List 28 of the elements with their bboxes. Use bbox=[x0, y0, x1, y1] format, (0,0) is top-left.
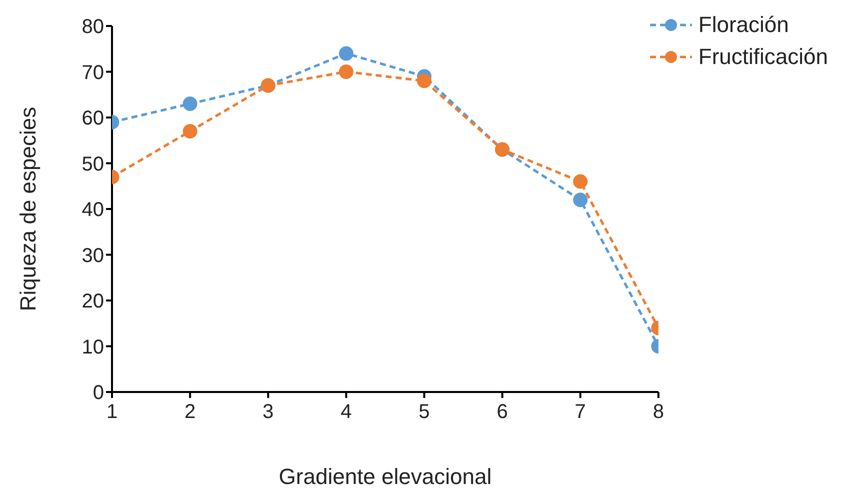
y-tick-label: 0 bbox=[92, 382, 104, 404]
y-axis-title: Riqueza de especies bbox=[16, 106, 40, 312]
x-axis-title: Gradiente elevacional bbox=[278, 464, 492, 489]
x-tick-label: 7 bbox=[574, 401, 586, 424]
point bbox=[573, 174, 588, 189]
y-tick-label: 40 bbox=[82, 199, 104, 222]
y-tick-label: 20 bbox=[82, 290, 104, 313]
point bbox=[573, 192, 588, 208]
x-tick-label: 8 bbox=[652, 401, 664, 424]
x-tick-label: 3 bbox=[262, 401, 274, 424]
y-tick-label: 70 bbox=[82, 62, 104, 84]
point bbox=[182, 124, 198, 138]
point bbox=[338, 46, 354, 61]
x-tick-label: 5 bbox=[418, 401, 430, 424]
x-tick-label: 6 bbox=[496, 401, 508, 424]
x-tick-label: 1 bbox=[106, 401, 118, 424]
y-tick-label: 10 bbox=[82, 336, 104, 358]
legend-label: Floración bbox=[698, 12, 789, 38]
y-tick-label: 80 bbox=[82, 16, 104, 38]
point bbox=[182, 96, 198, 112]
x-tick-label: 2 bbox=[184, 401, 196, 424]
y-tick-label: 60 bbox=[82, 108, 104, 130]
point bbox=[416, 74, 432, 88]
y-tick-label: 50 bbox=[82, 153, 104, 176]
x-tick-label: 4 bbox=[340, 401, 352, 424]
legend-label: Fructificación bbox=[698, 44, 828, 70]
point bbox=[338, 64, 354, 79]
y-tick-label: 30 bbox=[82, 244, 104, 267]
